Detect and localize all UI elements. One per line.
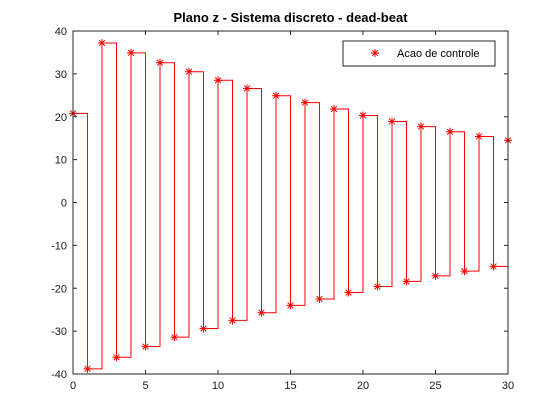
- data-point-marker: [228, 316, 237, 325]
- x-tick-label: 20: [357, 380, 369, 392]
- ticks-layer: 0 5 10 15 20 25 30 -40 -30 -20 -10 0 10 20 30 40: [51, 26, 514, 392]
- data-point-marker: [83, 364, 92, 373]
- legend-box: [342, 40, 496, 67]
- y-tick-label: 40: [55, 26, 67, 38]
- data-point-marker: [185, 67, 193, 76]
- legend-marker-asterisk: [371, 49, 379, 57]
- data-point-marker: [112, 353, 121, 362]
- data-point-marker: [359, 111, 367, 120]
- data-point-marker: [417, 122, 425, 131]
- legend: Acao de controle: [342, 40, 496, 67]
- y-tick-label: -20: [51, 283, 67, 295]
- data-point-marker: [388, 117, 396, 126]
- data-point-marker: [315, 294, 324, 303]
- data-point-marker: [156, 58, 164, 67]
- legend-asterisk-icon: [371, 49, 379, 57]
- data-point-marker: [243, 84, 251, 93]
- x-tick-label: 15: [284, 380, 296, 392]
- data-point-marker: [170, 333, 179, 342]
- data-point-marker: [446, 127, 454, 136]
- data-point-marker: [373, 282, 382, 291]
- y-tick-label: -10: [51, 240, 67, 252]
- y-tick-label: 30: [55, 69, 67, 81]
- data-point-marker: [402, 277, 411, 286]
- data-point-marker: [489, 262, 498, 271]
- data-point-marker: [141, 342, 150, 351]
- data-point-marker: [214, 76, 222, 85]
- y-tick-label: -30: [51, 326, 67, 338]
- data-point-marker: [257, 308, 266, 317]
- y-tick-label: 10: [55, 155, 67, 167]
- data-point-marker: [272, 91, 280, 100]
- chart-title: Plano z - Sistema discreto - dead-beat: [173, 10, 408, 25]
- data-point-marker: [199, 324, 208, 333]
- x-tick-label: 30: [502, 380, 514, 392]
- x-tick-label: 0: [70, 380, 76, 392]
- data-point-marker: [431, 271, 440, 280]
- data-point-marker: [475, 132, 483, 141]
- y-tick-label: 20: [55, 112, 67, 124]
- x-tick-label: 5: [142, 380, 148, 392]
- data-point-marker: [301, 98, 309, 107]
- data-point-marker: [460, 267, 469, 276]
- data-point-marker: [330, 105, 338, 114]
- x-tick-label: 25: [429, 380, 441, 392]
- data-point-marker: [344, 288, 353, 297]
- data-point-marker: [98, 39, 106, 48]
- legend-label: Acao de controle: [397, 48, 480, 60]
- y-tick-label: 0: [61, 198, 67, 210]
- data-point-marker: [127, 48, 135, 57]
- x-tick-label: 10: [212, 380, 224, 392]
- series-layer: [69, 39, 512, 373]
- y-tick-label: -40: [51, 369, 67, 381]
- data-point-marker: [286, 301, 295, 310]
